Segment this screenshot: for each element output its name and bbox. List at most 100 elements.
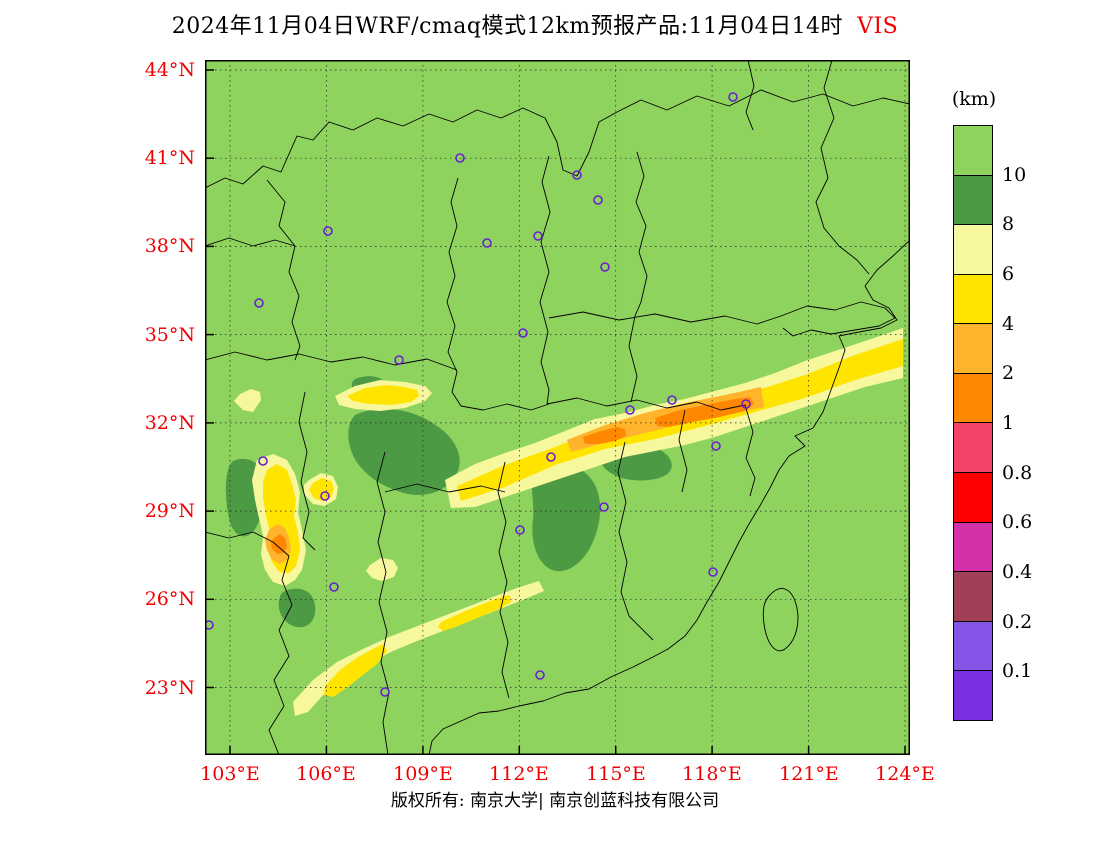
boundary-hunan-jiangxi	[497, 461, 510, 699]
city-marker	[667, 395, 677, 405]
city-marker	[380, 687, 390, 697]
colorbar-segment-06-08	[954, 473, 992, 523]
colorbar-segment-02-04	[954, 572, 992, 622]
boundary-shandong-peninsula	[780, 301, 896, 337]
city-marker	[258, 456, 268, 466]
vis-4-6-patch	[324, 644, 387, 697]
lon-label-118e: 118°E	[682, 763, 742, 785]
boundary-yunnan	[204, 531, 293, 756]
colorbar-segment-08-1	[954, 423, 992, 474]
vis-4-6-patch	[347, 385, 419, 405]
colorbar-tick-06: 0.6	[1002, 511, 1033, 534]
lat-label-23n: 23°N	[144, 677, 195, 699]
vis-1-2-patch	[583, 427, 626, 444]
city-marker	[254, 298, 264, 308]
lon-label-121e: 121°E	[779, 763, 839, 785]
city-marker	[515, 525, 525, 535]
boundary-north-short	[745, 59, 755, 131]
colorbar-segment-gt10	[954, 126, 992, 176]
city-marker	[708, 567, 718, 577]
colorbar-tick-10: 10	[1002, 163, 1027, 186]
taiwan-outline	[762, 588, 799, 652]
boundary-northeast	[815, 59, 870, 275]
colorbar-unit-label: (km)	[951, 88, 997, 110]
vis-4-6-patch	[438, 595, 511, 631]
city-marker	[455, 153, 465, 163]
colorbar-tick-02: 0.2	[1002, 610, 1033, 633]
city-marker	[535, 670, 545, 680]
lat-label-29n: 29°N	[144, 500, 195, 522]
boundary-guizhou-guangxi	[376, 451, 390, 756]
colorbar-tick-08: 0.8	[1002, 461, 1033, 484]
colorbar	[953, 125, 993, 721]
title-text: 2024年11月04日WRF/cmaq模式12km预报产品:11月04日14时	[171, 14, 844, 39]
lon-label-109e: 109°E	[393, 763, 453, 785]
vis-6-8-patch	[366, 558, 398, 581]
city-marker	[600, 262, 610, 272]
title-variable: VIS	[857, 14, 899, 39]
colorbar-segment-lt01	[954, 671, 992, 720]
lat-label-35n: 35°N	[144, 324, 195, 346]
boundary-jiangsu-anhui	[678, 409, 688, 493]
colorbar-segment-8-10	[954, 175, 992, 226]
vis-8-10-patch	[348, 408, 460, 495]
visibility-map	[204, 59, 911, 756]
lat-label-38n: 38°N	[144, 235, 195, 257]
lon-label-103e: 103°E	[200, 763, 260, 785]
boundary-anhui-zhejiang	[744, 404, 756, 497]
colorbar-segment-2-4	[954, 324, 992, 374]
boundary-henan-anhui	[628, 315, 638, 403]
vis-1-2-patch	[655, 397, 754, 427]
colorbar-tick-04: 0.4	[1002, 561, 1033, 583]
lon-label-115e: 115°E	[586, 763, 646, 785]
lon-label-112e: 112°E	[489, 763, 549, 785]
lat-label-26n: 26°N	[144, 588, 195, 610]
colorbar-segment-6-8	[954, 225, 992, 275]
city-marker	[320, 491, 330, 501]
boundary-gansu-shaanxi	[266, 179, 301, 361]
vis-8-10-patch	[278, 588, 316, 628]
lon-label-124e: 124°E	[875, 763, 935, 785]
colorbar-tick-6: 6	[1002, 263, 1015, 285]
boundary-qinling	[204, 351, 458, 371]
colorbar-segment-4-6	[954, 274, 992, 325]
colorbar-segment-01-02	[954, 621, 992, 672]
city-marker	[394, 355, 404, 365]
colorbar-tick-labels: 10 8 6 4 2 1 0.8 0.6 0.4 0.2 0.1	[1002, 125, 1062, 721]
boundary-taihang	[539, 155, 551, 405]
province-boundaries	[204, 59, 911, 756]
map-frame	[205, 60, 910, 755]
boundary-sichuan-east	[298, 391, 316, 551]
city-marker	[518, 328, 528, 338]
city-marker	[625, 405, 635, 415]
lat-label-32n: 32°N	[144, 412, 195, 434]
colorbar-tick-4: 4	[1002, 312, 1015, 335]
boundary-henan-hubei	[546, 397, 746, 411]
colorbar-tick-01: 0.1	[1002, 660, 1033, 683]
city-marker	[329, 582, 339, 592]
vis-4-6-patch	[309, 478, 334, 501]
colorbar-segment-1-2	[954, 373, 992, 424]
boundary-yellow-river	[446, 177, 550, 411]
contour-layer	[225, 328, 903, 716]
city-marker	[599, 502, 609, 512]
boundary-hebei-shandong	[548, 311, 782, 325]
lon-label-106e: 106°E	[296, 763, 356, 785]
map-background	[205, 60, 910, 755]
colorbar-segment-04-06	[954, 522, 992, 573]
city-marker	[728, 92, 738, 102]
city-marker	[741, 399, 751, 409]
boundary-jiangxi-fujian	[617, 441, 654, 641]
vis-1-2-patch	[271, 534, 287, 554]
colorbar-tick-2: 2	[1002, 362, 1015, 385]
lat-label-44n: 44°N	[144, 59, 195, 81]
coastline	[428, 239, 911, 756]
city-markers	[204, 92, 751, 697]
city-marker	[482, 238, 492, 248]
colorbar-tick-8: 8	[1002, 213, 1015, 236]
page-title: 2024年11月04日WRF/cmaq模式12km预报产品:11月04日14时 V…	[0, 8, 1070, 40]
city-marker	[546, 452, 556, 462]
boundary-gansu-ningxia	[204, 237, 296, 247]
city-marker	[711, 441, 721, 451]
